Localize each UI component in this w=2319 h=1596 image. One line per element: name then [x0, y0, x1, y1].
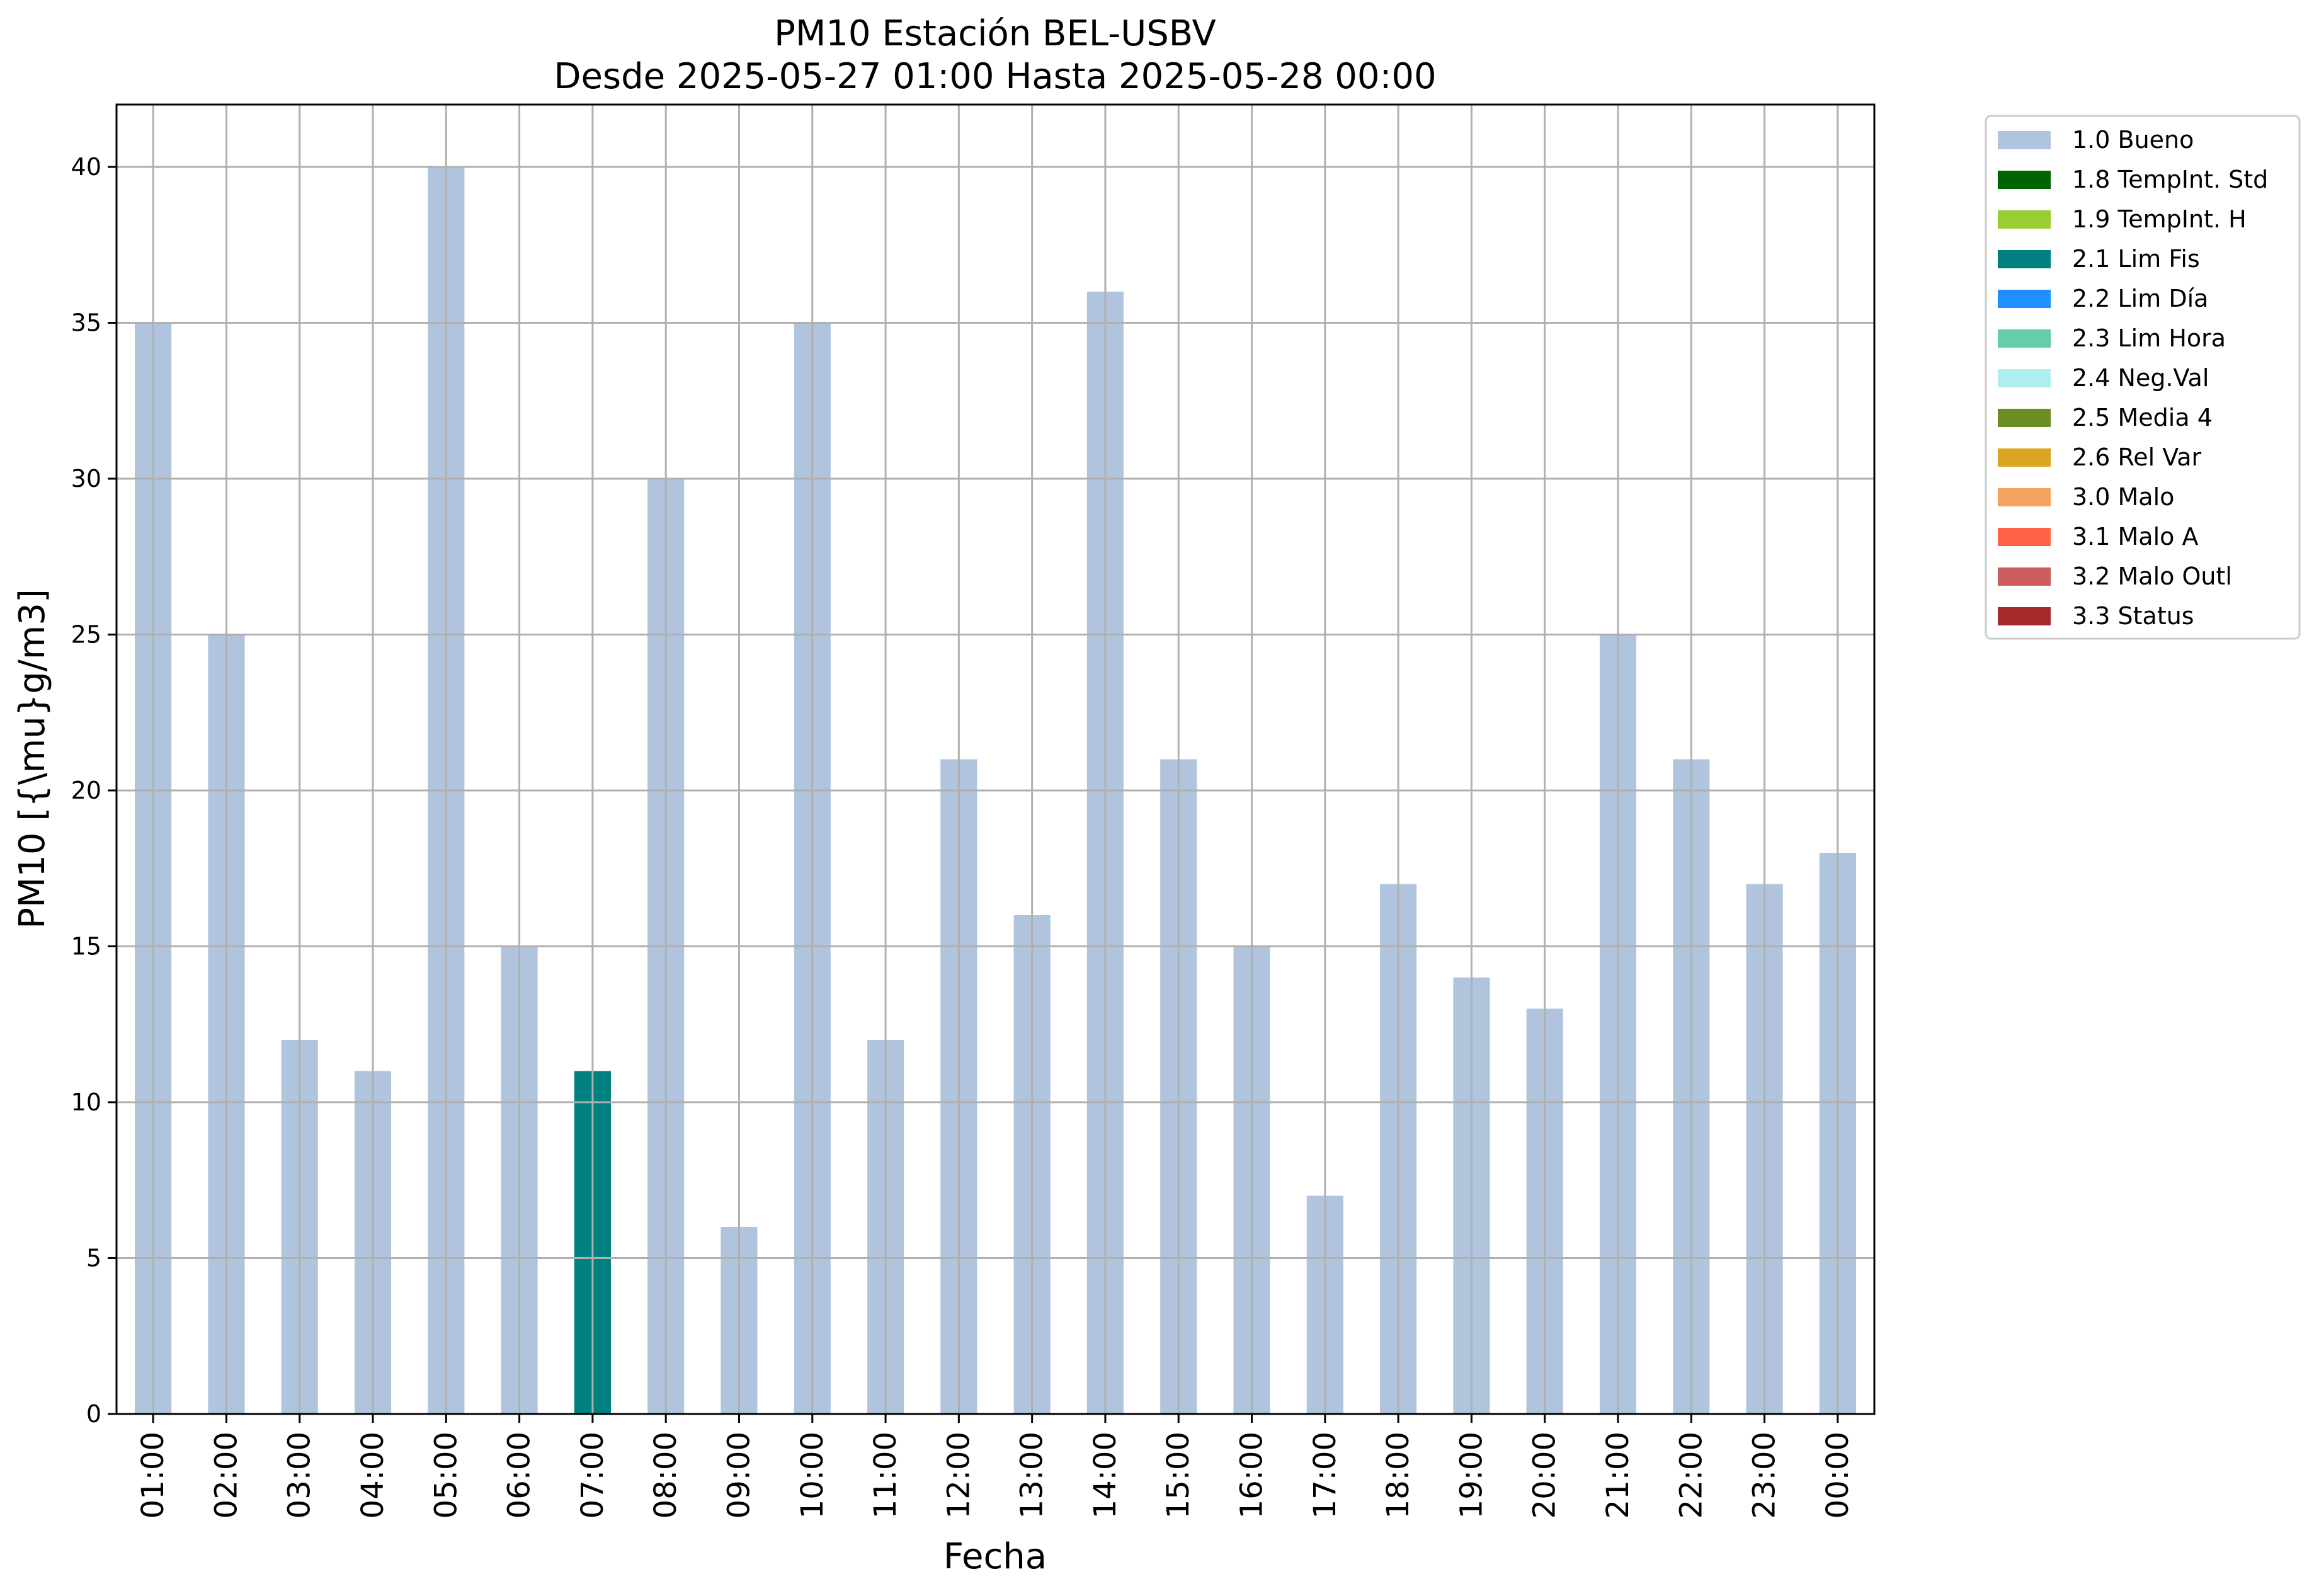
legend-label: 2.4 Neg.Val	[2072, 364, 2209, 392]
legend-label: 2.6 Rel Var	[2072, 443, 2202, 471]
y-tick-label: 30	[71, 465, 101, 493]
legend-label: 2.5 Media 4	[2072, 404, 2213, 431]
x-tick-label: 17:00	[1308, 1432, 1343, 1519]
legend-label: 3.0 Malo	[2072, 483, 2174, 511]
y-tick-label: 35	[71, 309, 101, 337]
legend-label: 1.8 TempInt. Std	[2072, 166, 2268, 193]
legend-swatch	[1998, 210, 2051, 229]
x-tick-label: 19:00	[1454, 1432, 1489, 1519]
legend-frame	[1985, 115, 2301, 640]
legend-swatch	[1998, 448, 2051, 467]
legend-label: 1.0 Bueno	[2072, 126, 2194, 154]
x-tick-label: 13:00	[1015, 1432, 1050, 1519]
legend-label: 2.2 Lim Día	[2072, 285, 2208, 312]
x-tick-label: 15:00	[1161, 1432, 1196, 1519]
x-tick-label: 04:00	[355, 1432, 390, 1519]
x-tick-label: 10:00	[795, 1432, 830, 1519]
y-tick-label: 10	[71, 1088, 101, 1116]
y-tick-label: 25	[71, 621, 101, 649]
legend-label: 3.3 Status	[2072, 602, 2194, 630]
x-tick-label: 22:00	[1673, 1432, 1709, 1519]
y-tick-label: 15	[71, 933, 101, 960]
legend-swatch	[1998, 567, 2051, 586]
legend-swatch	[1998, 607, 2051, 625]
legend-swatch	[1998, 488, 2051, 506]
x-tick-label: 20:00	[1527, 1432, 1563, 1519]
legend-label: 2.3 Lim Hora	[2072, 324, 2226, 352]
x-tick-label: 23:00	[1747, 1432, 1782, 1519]
x-tick-label: 00:00	[1820, 1432, 1855, 1519]
legend-swatch	[1998, 171, 2051, 189]
y-tick-label: 20	[71, 777, 101, 804]
legend-swatch	[1998, 528, 2051, 546]
x-tick-label: 03:00	[282, 1432, 317, 1519]
x-tick-label: 07:00	[575, 1432, 610, 1519]
legend-label: 3.1 Malo A	[2072, 523, 2198, 550]
legend-label: 3.2 Malo Outl	[2072, 562, 2232, 590]
legend-label: 2.1 Lim Fis	[2072, 245, 2200, 273]
chart-title: PM10 Estación BEL-USBV	[774, 13, 1216, 54]
x-tick-label: 14:00	[1088, 1432, 1123, 1519]
x-tick-label: 21:00	[1600, 1432, 1636, 1519]
y-tick-label: 5	[86, 1245, 101, 1272]
legend-label: 1.9 TempInt. H	[2072, 205, 2247, 233]
y-axis-label: PM10 [{\mu}g/m3]	[12, 589, 53, 929]
legend-swatch	[1998, 409, 2051, 427]
legend-swatch	[1998, 250, 2051, 268]
x-tick-label: 01:00	[135, 1432, 171, 1519]
x-tick-label: 09:00	[721, 1432, 756, 1519]
y-tick-label: 0	[86, 1400, 101, 1428]
legend: 1.0 Bueno 1.8 TempInt. Std 1.9 TempInt. H 2…	[1985, 115, 2301, 640]
y-tick-label: 40	[71, 153, 101, 181]
x-tick-label: 18:00	[1381, 1432, 1416, 1519]
grid-lines	[117, 105, 1874, 1415]
x-tick-label: 08:00	[648, 1432, 683, 1519]
x-tick-label: 02:00	[208, 1432, 244, 1519]
y-axis-ticks: 0 5 10 15 20 25 30 35 40	[71, 153, 117, 1428]
x-axis-ticks: 01:00 02:00 03:00 04:00 05:00 06:00 07:00 08:00…	[135, 1414, 1855, 1519]
legend-swatch	[1998, 369, 2051, 387]
chart-subtitle: Desde 2025-05-27 01:00 Hasta 2025-05-28 …	[554, 56, 1436, 97]
legend-swatch	[1998, 131, 2051, 149]
x-tick-label: 16:00	[1234, 1432, 1270, 1519]
x-tick-label: 11:00	[868, 1432, 903, 1519]
x-tick-label: 05:00	[428, 1432, 464, 1519]
x-tick-label: 12:00	[941, 1432, 976, 1519]
x-tick-label: 06:00	[502, 1432, 537, 1519]
legend-swatch	[1998, 329, 2051, 348]
legend-swatch	[1998, 290, 2051, 308]
x-axis-label: Fecha	[943, 1536, 1047, 1577]
plot-area-frame	[115, 103, 1876, 1415]
